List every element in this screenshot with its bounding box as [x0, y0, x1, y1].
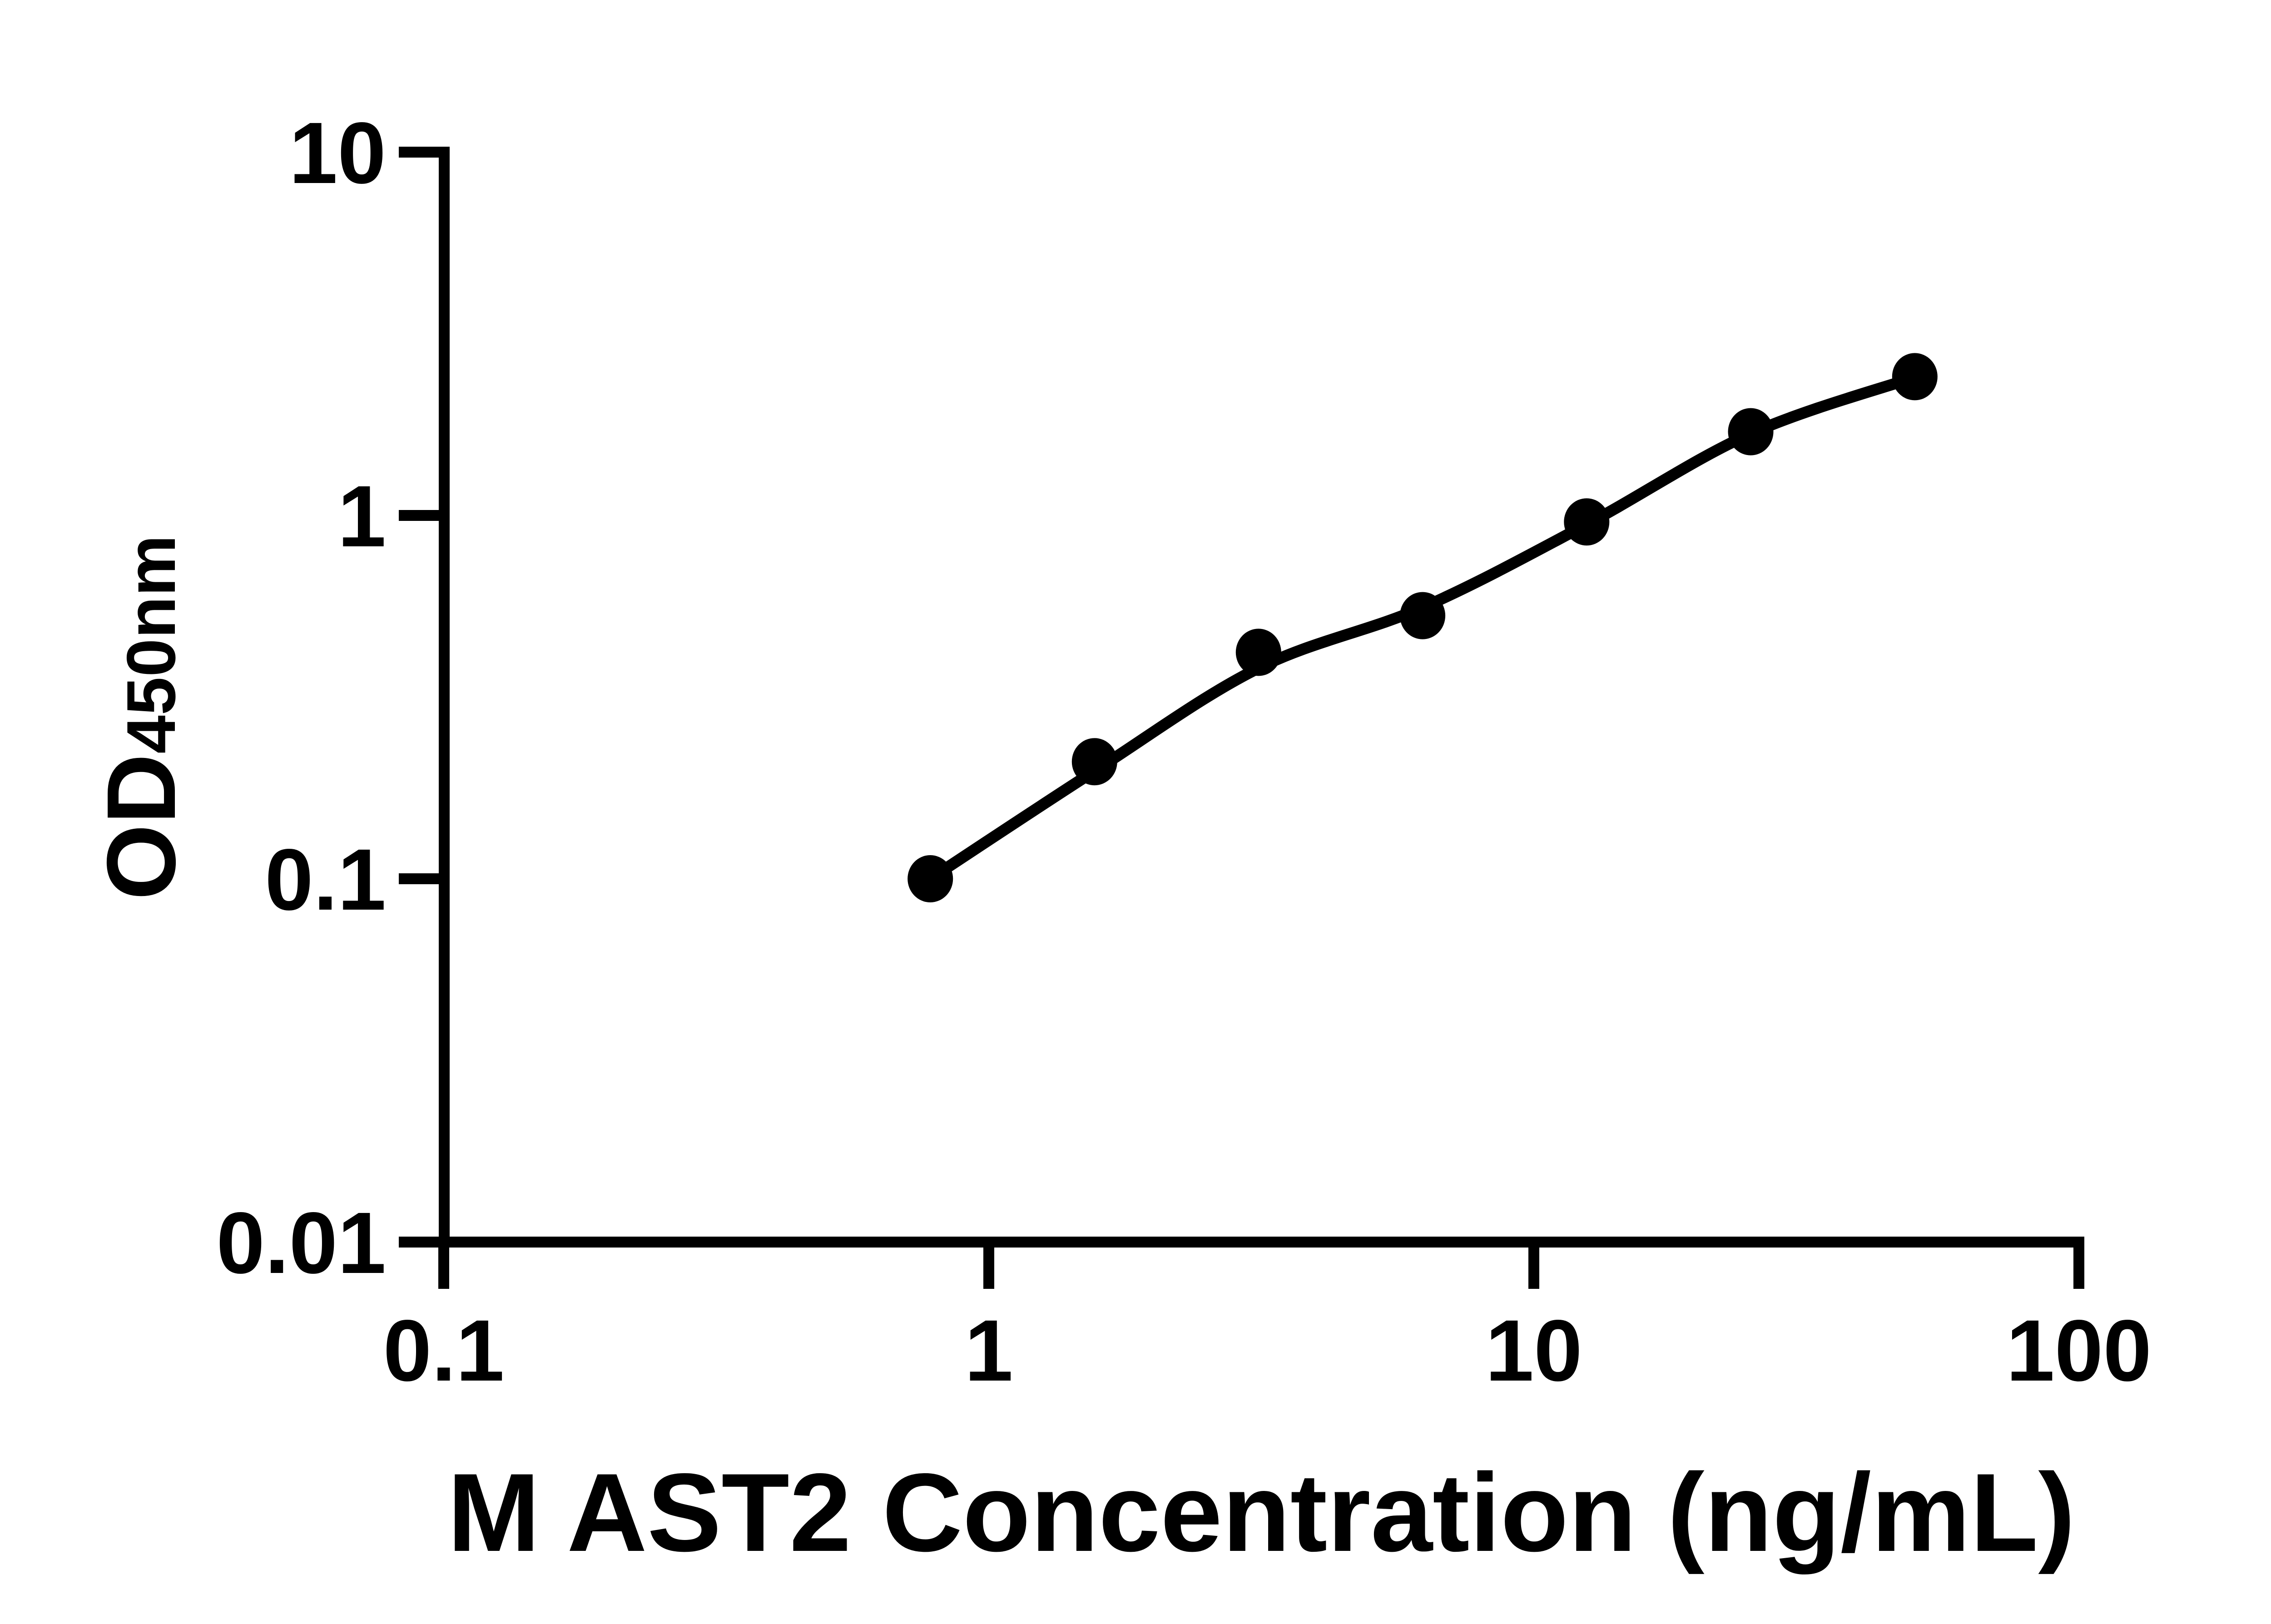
y-axis-title-main: OD [86, 754, 196, 901]
y-axis-title-subscript: 450nm [113, 535, 190, 754]
y-tick-label-1: 1 [337, 467, 386, 565]
x-tick-label-0.1: 0.1 [383, 1302, 505, 1399]
y-tick-label-0.01: 0.01 [216, 1194, 386, 1292]
y-axis-title: OD450nm [86, 535, 196, 900]
y-axis-ticks [399, 147, 444, 1248]
x-tick-label-10: 10 [1485, 1302, 1582, 1399]
x-axis-title: M AST2 Concentration (ng/mL) [447, 1450, 2075, 1574]
y-tick-label-0.1: 0.1 [265, 831, 386, 928]
data-point-marker [1564, 498, 1610, 546]
data-point-marker [1892, 353, 1938, 401]
data-point-layer [907, 353, 1938, 902]
data-point-marker [1071, 738, 1117, 786]
x-axis-ticks [438, 1242, 2084, 1289]
y-tick-label-10: 10 [289, 104, 386, 202]
x-tick-label-100: 100 [2006, 1302, 2152, 1399]
data-point-marker [1400, 592, 1446, 639]
data-point-marker [907, 855, 953, 902]
data-point-marker [1728, 408, 1774, 456]
data-point-marker [1235, 629, 1281, 676]
x-tick-label-1: 1 [965, 1302, 1013, 1399]
